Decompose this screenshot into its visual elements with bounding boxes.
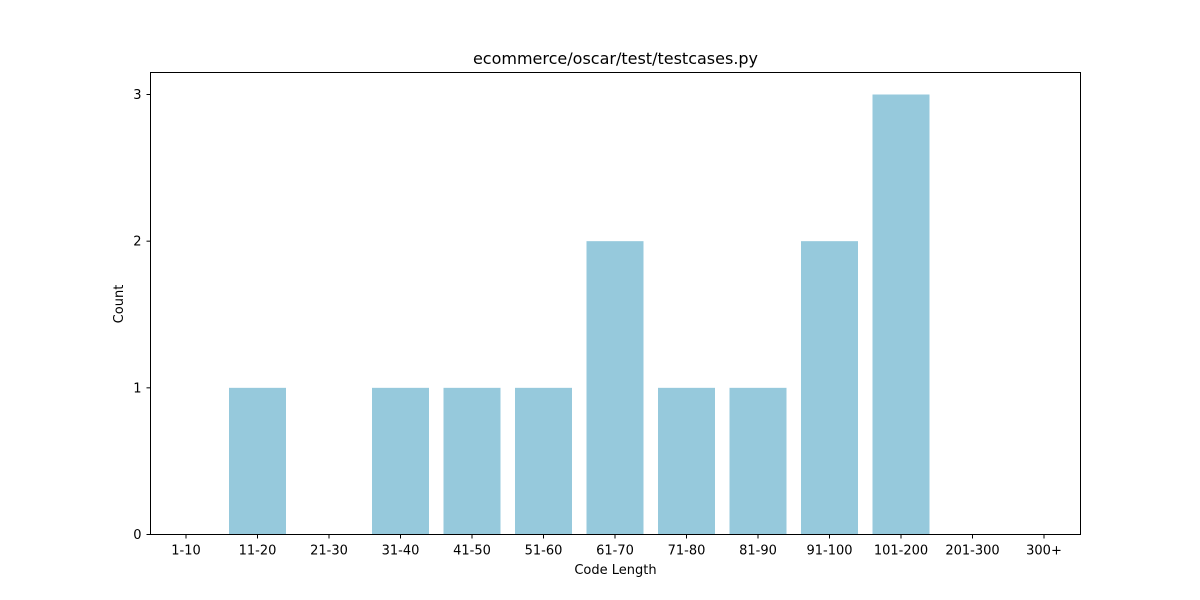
y-axis: 0 1 2 3 (133, 88, 151, 543)
bar-31-40 (372, 387, 429, 535)
x-tick-label: 31-40 (382, 544, 420, 559)
bar-41-50 (443, 387, 501, 535)
bar-101-200 (872, 94, 930, 535)
x-tick-label: 201-300 (945, 544, 999, 559)
y-tick-label: 1 (133, 381, 141, 396)
bar-81-90 (729, 387, 787, 535)
x-tick-label: 11-20 (239, 544, 277, 559)
x-tick-label: 91-100 (806, 544, 852, 559)
x-tick-label: 101-200 (874, 544, 928, 559)
x-axis-label: Code Length (574, 563, 656, 578)
plot-frame (150, 72, 1081, 535)
x-tick-label: 51-60 (525, 544, 563, 559)
y-axis-label: Count (112, 285, 127, 324)
bar-51-60 (515, 387, 572, 535)
y-tick-label: 3 (133, 88, 141, 103)
y-tick-label: 2 (133, 235, 141, 250)
x-tick-label: 1-10 (171, 544, 201, 559)
y-tick-label: 0 (133, 528, 141, 543)
bar-91-100 (801, 241, 858, 535)
x-tick-label: 61-70 (596, 544, 634, 559)
chart-title: ecommerce/oscar/test/testcases.py (473, 49, 758, 68)
x-tick-label: 21-30 (310, 544, 348, 559)
x-tick-label: 300+ (1026, 544, 1062, 559)
x-tick-label: 41-50 (453, 544, 491, 559)
bars-group (229, 94, 930, 535)
x-tick-label: 71-80 (668, 544, 706, 559)
x-tick-label: 81-90 (739, 544, 777, 559)
x-axis: 1-10 11-20 21-30 31-40 41-50 51-60 61-70 71-80 8… (171, 534, 1062, 559)
bar-61-70 (586, 241, 644, 535)
bar-11-20 (229, 387, 286, 535)
bar-71-80 (658, 387, 715, 535)
